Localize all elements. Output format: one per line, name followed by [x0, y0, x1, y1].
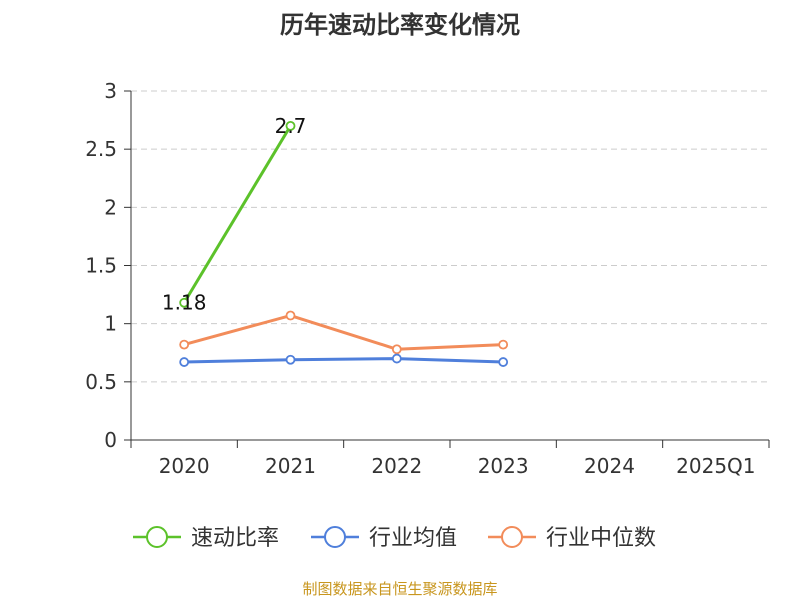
source-note: 制图数据来自恒生聚源数据库	[302, 580, 497, 598]
data-point[interactable]	[391, 353, 402, 364]
x-tick-label: 2020	[159, 454, 210, 478]
y-tick-label: 2.5	[85, 137, 117, 161]
legend-item-2[interactable]: 行业均值	[311, 526, 457, 551]
data-point[interactable]	[285, 121, 296, 131]
x-tick-label: 2021	[265, 454, 316, 478]
y-tick-label: 0	[104, 428, 117, 452]
data-point[interactable]	[285, 354, 296, 365]
legend-label: 行业中位数	[546, 526, 656, 551]
data-point[interactable]	[179, 297, 190, 308]
legend-item-3[interactable]: 行业中位数	[488, 526, 656, 551]
y-tick-label: 2	[104, 195, 117, 219]
x-tick-label: 2022	[371, 454, 422, 478]
data-point[interactable]	[498, 339, 509, 350]
legend-item-1[interactable]: 速动比率	[133, 526, 279, 551]
x-tick-label: 2024	[584, 454, 635, 478]
legend-label: 行业均值	[369, 526, 457, 551]
grid-lines	[131, 90, 769, 383]
legend-marker	[324, 526, 346, 548]
data-label: 1.18	[162, 291, 207, 315]
series-2	[179, 353, 509, 367]
y-tick-label: 0.5	[85, 370, 117, 394]
data-point[interactable]	[498, 357, 509, 367]
data-point[interactable]	[285, 310, 296, 321]
chart-title: 历年速动比率变化情况	[280, 11, 520, 39]
data-point[interactable]	[391, 344, 402, 355]
axes: 0 0.5 1 1.5 2 2.5 3 2020 2021 2022 2023 2024 2025Q1	[85, 79, 770, 478]
y-tick-label: 1	[104, 312, 117, 336]
x-tick-label: 2025Q1	[676, 454, 755, 478]
series-line	[182, 125, 292, 304]
legend-marker	[501, 526, 523, 548]
series-lines: 1.18 2.7	[162, 114, 509, 367]
series-1: 1.18 2.7	[162, 114, 307, 315]
data-point[interactable]	[179, 357, 190, 367]
series-line	[183, 314, 504, 351]
x-tick-label: 2023	[478, 454, 529, 478]
series-3	[179, 310, 509, 355]
legend-label: 速动比率	[191, 526, 279, 551]
legend-marker	[146, 526, 168, 548]
data-label: 2.7	[275, 114, 307, 138]
series-line	[184, 357, 504, 364]
data-point[interactable]	[179, 339, 190, 350]
y-tick-label: 3	[104, 79, 117, 103]
legend[interactable]: 速动比率 行业均值 行业中位数	[133, 526, 656, 551]
y-tick-label: 1.5	[85, 254, 117, 278]
